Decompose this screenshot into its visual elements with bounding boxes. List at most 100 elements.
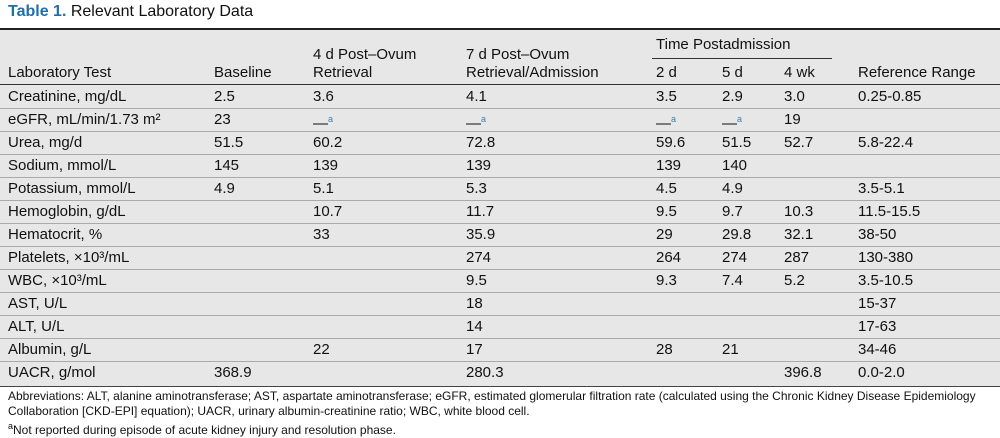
cell-note: a (737, 114, 743, 124)
row-rule (0, 292, 1000, 293)
row-label: Platelets, ×10³/mL (8, 249, 130, 266)
cell: 274 (722, 249, 748, 266)
column-header: Baseline (214, 34, 272, 82)
cell-note: a (671, 114, 677, 124)
column-header: 5 d (722, 34, 743, 82)
cell-text: — (313, 115, 328, 132)
cell: 17 (466, 341, 483, 358)
header-line: 4 d Post–Ovum (313, 46, 417, 63)
row-rule (0, 177, 1000, 178)
row-label: Sodium, mmol/L (8, 157, 117, 174)
cell: 19 (784, 111, 801, 128)
header-line: 4 wk (784, 64, 815, 81)
cell: —a (656, 108, 676, 135)
cell: 15-37 (858, 295, 897, 312)
cell: 3.5 (656, 88, 677, 105)
row-label: AST, U/L (8, 295, 68, 312)
cell: 9.3 (656, 272, 677, 289)
cell: 21 (722, 341, 739, 358)
footnote-text: Not reported during episode of acute kid… (13, 423, 396, 437)
row-rule (0, 246, 1000, 247)
header-line: 2 d (656, 64, 677, 81)
cell: 139 (656, 157, 682, 174)
header-rule (0, 84, 1000, 85)
cell: 34-46 (858, 341, 897, 358)
cell: 11.7 (466, 203, 495, 220)
cell: 29 (656, 226, 673, 243)
footnote-mark: a (8, 421, 14, 431)
header-line: Retrieval (313, 64, 373, 81)
cell: —a (313, 108, 333, 135)
cell: 145 (214, 157, 240, 174)
cell: 3.0 (784, 88, 805, 105)
column-header: 4 wk (784, 34, 815, 82)
cell: 139 (313, 157, 339, 174)
table-label: Table 1. (8, 3, 67, 20)
cell: 4.9 (214, 180, 235, 197)
cell: 9.5 (466, 272, 487, 289)
footnotes: Abbreviations: ALT, alanine aminotransfe… (8, 389, 993, 438)
cell: 28 (656, 341, 673, 358)
row-rule (0, 154, 1000, 155)
cell: 60.2 (313, 134, 343, 151)
abbreviations: Abbreviations: ALT, alanine aminotransfe… (8, 389, 976, 418)
cell-note: a (328, 114, 334, 124)
cell: 9.7 (722, 203, 743, 220)
group-rule (652, 58, 832, 59)
row-rule (0, 315, 1000, 316)
cell: 0.25-0.85 (858, 88, 922, 105)
cell: 280.3 (466, 364, 504, 381)
row-label: Hemoglobin, g/dL (8, 203, 126, 220)
column-header: Reference Range (858, 34, 976, 82)
cell: 32.1 (784, 226, 814, 243)
row-label: UACR, g/mol (8, 364, 96, 381)
table-title: Table 1. Relevant Laboratory Data (8, 3, 253, 21)
row-label: Potassium, mmol/L (8, 180, 136, 197)
row-label: ALT, U/L (8, 318, 65, 335)
cell: 52.7 (784, 134, 814, 151)
header-line: 5 d (722, 64, 743, 81)
cell: —a (722, 108, 742, 135)
cell: 4.5 (656, 180, 677, 197)
group-header: Time Postadmission (656, 36, 791, 53)
cell: 23 (214, 111, 231, 128)
cell-note: a (481, 114, 487, 124)
row-rule (0, 131, 1000, 132)
cell: 10.7 (313, 203, 343, 220)
cell: 130-380 (858, 249, 914, 266)
cell: 5.1 (313, 180, 334, 197)
cell: 33 (313, 226, 330, 243)
column-header: Laboratory Test (8, 34, 111, 82)
cell: 0.0-2.0 (858, 364, 905, 381)
cell: 11.5-15.5 (858, 203, 921, 220)
row-label: WBC, ×10³/mL (8, 272, 107, 289)
column-header: 7 d Post–Ovum Retrieval/Admission (466, 34, 599, 82)
column-header: 4 d Post–Ovum Retrieval (313, 34, 416, 82)
table: Time Postadmission Laboratory Test Baselin… (0, 28, 1000, 387)
row-label: Creatinine, mg/dL (8, 88, 127, 105)
table-caption: Relevant Laboratory Data (70, 3, 254, 20)
row-rule (0, 108, 1000, 109)
row-rule (0, 269, 1000, 270)
cell: 35.9 (466, 226, 496, 243)
cell: 51.5 (214, 134, 244, 151)
cell: 3.5-5.1 (858, 180, 905, 197)
row-label: Albumin, g/L (8, 341, 92, 358)
cell: 5.8-22.4 (858, 134, 914, 151)
cell: 4.1 (466, 88, 487, 105)
cell-text: — (722, 115, 737, 132)
row-rule (0, 200, 1000, 201)
header-line: Retrieval/Admission (466, 64, 599, 81)
cell: 14 (466, 318, 483, 335)
cell: 2.5 (214, 88, 235, 105)
cell: 2.9 (722, 88, 743, 105)
cell: 18 (466, 295, 483, 312)
cell: 4.9 (722, 180, 743, 197)
header-line: 7 d Post–Ovum (466, 46, 570, 63)
header-line: Baseline (214, 64, 272, 81)
cell: 3.6 (313, 88, 334, 105)
cell: 287 (784, 249, 810, 266)
row-rule (0, 223, 1000, 224)
footnote: aNot reported during episode of acute ki… (8, 419, 993, 438)
